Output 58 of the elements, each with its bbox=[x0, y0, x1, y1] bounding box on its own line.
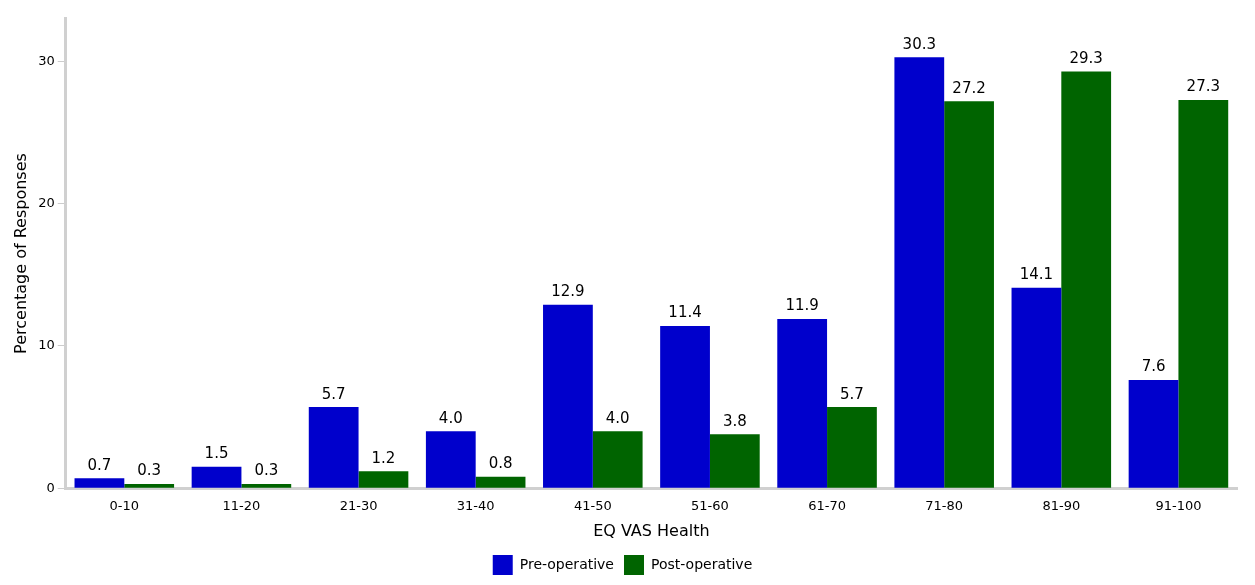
data-label: 0.8 bbox=[488, 454, 513, 473]
data-label: 1.2 bbox=[371, 448, 396, 467]
x-axis-title: EQ VAS Health bbox=[593, 520, 710, 540]
x-tick-label: 41-50 bbox=[573, 498, 612, 514]
bar bbox=[894, 57, 945, 488]
data-label: 5.7 bbox=[321, 384, 346, 403]
y-tick-label: 10 bbox=[38, 337, 55, 353]
x-tick-label: 11-20 bbox=[222, 498, 261, 514]
data-label: 30.3 bbox=[902, 34, 936, 53]
x-tick-label: 61-70 bbox=[808, 498, 846, 514]
x-tick-label: 81-90 bbox=[1042, 498, 1081, 514]
data-label: 1.5 bbox=[204, 444, 229, 463]
data-label: 14.1 bbox=[1019, 265, 1054, 284]
y-axis-title: Percentage of Responses bbox=[10, 153, 30, 354]
data-label: 0.7 bbox=[87, 455, 112, 474]
bar bbox=[592, 431, 643, 488]
data-label: 11.4 bbox=[668, 303, 702, 322]
bar bbox=[74, 478, 125, 488]
y-tick-label: 30 bbox=[38, 52, 55, 68]
bar bbox=[124, 483, 175, 488]
bar bbox=[543, 304, 593, 488]
data-label: 29.3 bbox=[1069, 48, 1103, 67]
bar bbox=[1061, 71, 1112, 488]
y-tick-label: 0 bbox=[46, 479, 55, 495]
bar bbox=[709, 434, 760, 488]
legend-label: Post-operative bbox=[650, 555, 753, 572]
data-label: 4.0 bbox=[438, 408, 463, 427]
bar bbox=[777, 318, 828, 488]
data-label: 27.2 bbox=[952, 78, 986, 97]
bar bbox=[827, 407, 877, 488]
x-tick-label: 0-10 bbox=[109, 498, 140, 514]
bar bbox=[1178, 99, 1229, 488]
data-label: 27.3 bbox=[1186, 77, 1221, 96]
bar bbox=[358, 471, 409, 488]
bar bbox=[1011, 287, 1062, 488]
x-tick-label: 31-40 bbox=[456, 498, 495, 514]
data-label: 12.9 bbox=[551, 282, 585, 301]
bar bbox=[475, 476, 526, 488]
data-label: 7.6 bbox=[1141, 357, 1166, 376]
bar bbox=[308, 407, 359, 488]
bar bbox=[191, 466, 242, 488]
data-label: 4.0 bbox=[605, 408, 630, 427]
x-tick-label: 91-100 bbox=[1155, 498, 1202, 514]
bar bbox=[944, 101, 994, 488]
x-tick-label: 51-60 bbox=[691, 498, 729, 514]
legend-label: Pre-operative bbox=[519, 555, 614, 572]
data-label: 0.3 bbox=[254, 461, 279, 480]
y-tick-label: 20 bbox=[38, 195, 55, 211]
x-tick-label: 71-80 bbox=[925, 498, 964, 514]
bar bbox=[425, 431, 476, 488]
data-label: 11.9 bbox=[785, 296, 819, 315]
bar bbox=[241, 483, 292, 488]
bar bbox=[660, 326, 710, 488]
x-tick-label: 21-30 bbox=[339, 498, 378, 514]
data-label: 3.8 bbox=[722, 411, 747, 430]
data-label: 0.3 bbox=[137, 461, 162, 480]
data-label: 5.7 bbox=[840, 384, 864, 403]
bar bbox=[1128, 380, 1179, 488]
